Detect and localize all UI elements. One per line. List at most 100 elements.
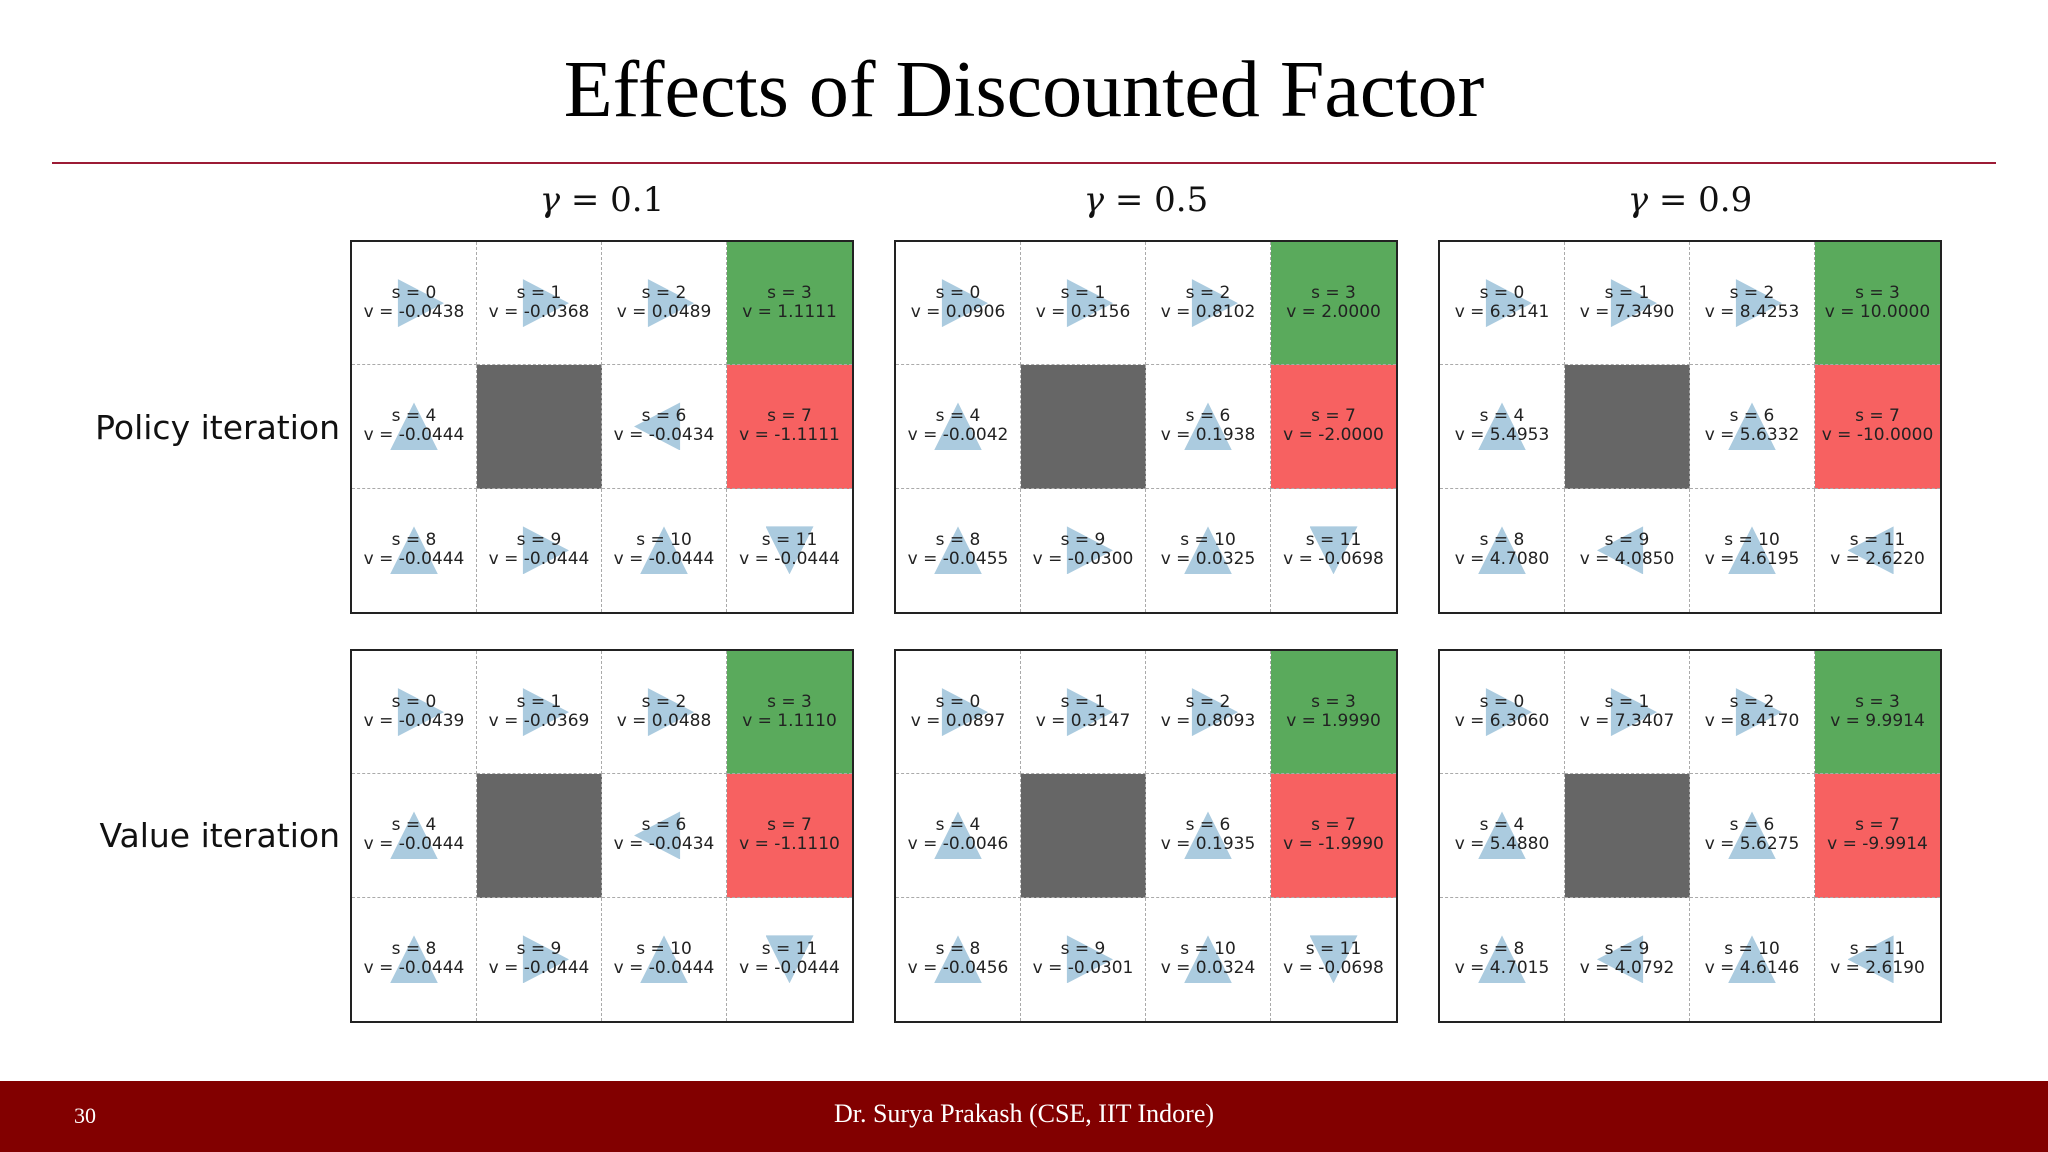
state-id: s = 10	[1180, 530, 1236, 551]
state-id: s = 0	[935, 283, 981, 304]
state-value: v = 0.0325	[1160, 549, 1256, 570]
state-id: s = 7	[1311, 815, 1356, 836]
state-value: v = 0.1938	[1160, 425, 1256, 446]
state-value: v = 10.0000	[1824, 302, 1931, 323]
state-id: s = 2	[1729, 692, 1775, 713]
state-id: s = 10	[1724, 939, 1780, 960]
state-id: s = 9	[516, 939, 562, 960]
state-value: v = 2.6220	[1830, 549, 1925, 570]
state-value: v = -0.0456	[907, 958, 1009, 979]
state-id: s = 6	[1729, 406, 1775, 427]
row-label-value-iteration: Value iteration	[99, 816, 340, 855]
state-value: v = 0.0489	[616, 302, 712, 323]
state-value: v = 4.6146	[1704, 958, 1800, 979]
gamma-symbol: γ	[1627, 180, 1649, 220]
state-value: v = -0.0301	[1032, 958, 1134, 979]
state-value: v = 4.6195	[1704, 549, 1800, 570]
state-id: s = 8	[391, 530, 437, 551]
state-value: v = -0.0438	[363, 302, 465, 323]
state-value: v = -9.9914	[1827, 834, 1928, 855]
state-id: s = 4	[1479, 815, 1525, 836]
state-value: v = -0.0434	[613, 425, 715, 446]
state-cell: s = 11 v = -0.0698	[1271, 898, 1396, 1021]
state-value: v = 4.7080	[1454, 549, 1550, 570]
state-value: v = 6.3060	[1454, 711, 1550, 732]
state-id: s = 0	[935, 692, 981, 713]
state-id: s = 3	[1855, 692, 1900, 713]
state-cell: s = 11 v = -0.0444	[727, 898, 852, 1021]
state-value: v = 5.4953	[1454, 425, 1550, 446]
state-value: v = 4.0850	[1579, 549, 1675, 570]
state-cell: s = 10 v = 4.6146	[1690, 897, 1815, 1021]
gamma-value: = 0.1	[570, 180, 665, 220]
state-cell: s = 11 v = 2.6220	[1815, 489, 1940, 612]
state-value: v = 4.0792	[1579, 958, 1675, 979]
state-id: s = 8	[1479, 530, 1525, 551]
state-value: v = -0.0444	[363, 834, 465, 855]
state-id: s = 3	[1311, 692, 1356, 713]
state-value: v = 8.4253	[1704, 302, 1800, 323]
state-id: s = 1	[1060, 692, 1106, 713]
state-id: s = 3	[1311, 283, 1356, 304]
state-text: s = 11 v = -0.0698	[1283, 531, 1384, 569]
state-id: s = 8	[391, 939, 437, 960]
state-value: v = -0.0455	[907, 549, 1009, 570]
state-cell: s = 10 v = 4.6195	[1690, 488, 1815, 612]
state-id: s = 7	[1855, 815, 1900, 836]
state-id: s = 2	[1185, 692, 1231, 713]
state-id: s = 9	[516, 530, 562, 551]
state-value: v = -10.0000	[1821, 425, 1934, 446]
state-value: v = -0.0444	[613, 958, 715, 979]
state-value: v = -1.9990	[1283, 834, 1384, 855]
state-text: s = 11 v = 2.6220	[1830, 531, 1925, 569]
gamma-value: = 0.5	[1114, 180, 1209, 220]
state-value: v = 5.6275	[1704, 834, 1800, 855]
title-divider	[52, 162, 1996, 164]
wall-cell	[477, 774, 602, 898]
gamma-label-2: γ = 0.9	[1438, 180, 1942, 220]
state-id: s = 6	[1185, 406, 1231, 427]
wall-cell	[1021, 774, 1146, 898]
state-value: v = 0.3156	[1035, 302, 1131, 323]
